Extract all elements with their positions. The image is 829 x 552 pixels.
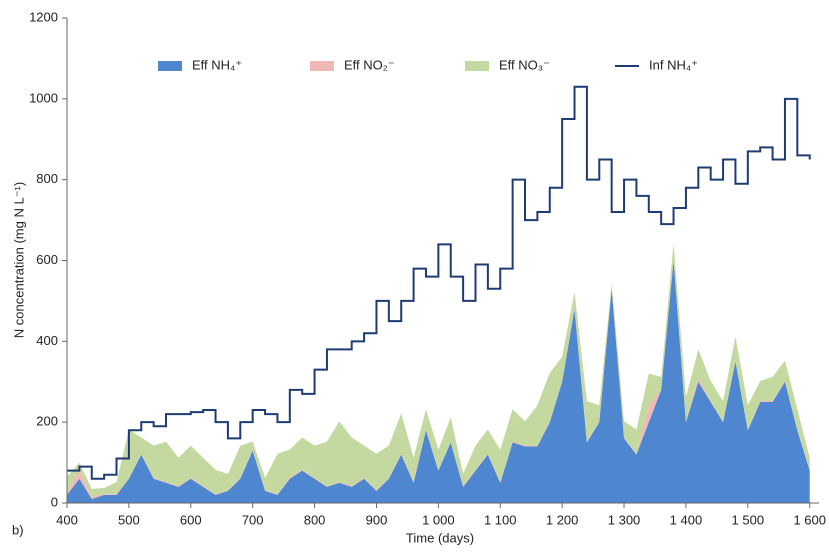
legend-label: Eff NO₃⁻ [499,57,550,72]
x-tick-label: 1 300 [608,512,641,527]
x-tick-label: 400 [56,512,78,527]
x-tick-label: 1 200 [546,512,579,527]
x-tick-label: 600 [180,512,202,527]
legend-swatch [465,61,489,71]
x-tick-label: 700 [242,512,264,527]
legend-swatch [310,61,334,71]
panel-label: b) [12,522,24,537]
x-tick-label: 900 [366,512,388,527]
y-tick-label: 800 [36,171,58,186]
x-tick-label: 1 500 [732,512,765,527]
y-tick-label: 1000 [29,90,58,105]
y-tick-label: 200 [36,414,58,429]
area [67,260,810,503]
x-tick-label: 1 100 [484,512,517,527]
y-tick-label: 600 [36,252,58,267]
y-tick-label: 400 [36,333,58,348]
legend-label: Eff NH₄⁺ [192,57,242,72]
x-tick-label: 1 600 [793,512,826,527]
x-tick-label: 500 [118,512,140,527]
x-axis-label: Time (days) [406,530,474,545]
legend-swatch [158,61,182,71]
legend-label: Eff NO₂⁻ [344,57,395,72]
line [67,85,811,480]
x-tick-label: 1 000 [422,512,455,527]
legend-label: Inf NH₄⁺ [649,57,698,72]
y-axis-label: N concentration (mg N L⁻¹) [11,182,26,338]
x-tick-label: 800 [304,512,326,527]
y-tick-label: 0 [51,494,58,509]
area [67,243,810,497]
x-tick-label: 1 400 [670,512,703,527]
y-tick-label: 1200 [29,9,58,24]
